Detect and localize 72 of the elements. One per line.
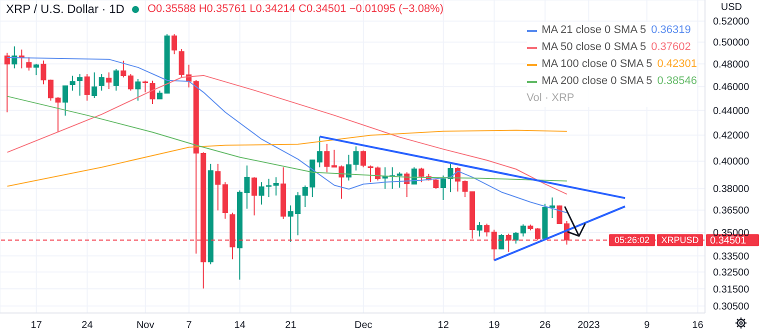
candlestick <box>128 74 134 92</box>
annotation: 05:26:02 <box>614 235 650 246</box>
candlestick <box>135 78 141 102</box>
y-tick-label: 0.52000 <box>713 16 750 28</box>
candlestick <box>4 52 10 113</box>
x-tick-label: 2023 <box>578 320 600 331</box>
y-tick-label: 0.44000 <box>713 106 750 117</box>
candlestick <box>62 85 68 116</box>
x-tick-label: 7 <box>186 320 192 331</box>
x-tick-label: 12 <box>438 320 450 331</box>
x-tick-label: 17 <box>30 320 42 331</box>
candlestick <box>12 46 18 69</box>
legend-label: MA 21 close 0 SMA 5 <box>542 23 646 38</box>
candlestick <box>513 232 519 244</box>
candlestick <box>120 60 126 78</box>
candlestick <box>215 163 221 211</box>
annotation: 0.42301 <box>657 57 697 72</box>
candlestick <box>77 74 83 96</box>
y-tick-label: 0.46000 <box>713 82 750 94</box>
candlestick <box>251 176 257 216</box>
candlestick <box>484 223 490 237</box>
x-tick-label: Nov <box>136 320 154 331</box>
legend-label: MA 200 close 0 SMA 5 <box>542 74 652 89</box>
x-tick-label: Dec <box>354 320 372 331</box>
candlestick <box>476 222 482 237</box>
y-tick-label: 0.33500 <box>713 251 750 262</box>
candlestick <box>26 56 32 72</box>
y-tick-label: 0.48000 <box>713 59 750 70</box>
candlestick <box>396 172 402 188</box>
chart-subtitle: O0.35588 H0.35761 L0.34214 C0.34501 −0.01095 (−3.08%) <box>147 3 444 15</box>
x-tick-label: 26 <box>540 320 552 331</box>
candlestick <box>33 63 39 76</box>
candlestick <box>84 74 90 102</box>
x-tick-label: 16 <box>692 320 704 331</box>
y-tick-label: 0.31500 <box>713 284 750 296</box>
candlestick <box>172 34 178 55</box>
candlestick <box>142 80 148 93</box>
y-tick-label: 0.38000 <box>713 184 750 196</box>
annotation: 0.37602 <box>651 40 691 55</box>
candlestick <box>549 197 555 219</box>
ref-line-label: XRPUSD <box>661 235 700 246</box>
x-tick-label: 14 <box>234 320 246 331</box>
line-series <box>6 130 568 187</box>
candlestick <box>382 166 388 190</box>
candlestick <box>418 167 424 183</box>
y-tick-label: 0.42000 <box>713 130 750 142</box>
candlestick <box>498 234 504 250</box>
candlestick <box>113 68 119 92</box>
y-tick-label: 0.36500 <box>713 206 750 217</box>
candlestick <box>70 75 76 92</box>
y-tick-label: 0.32500 <box>713 268 750 279</box>
candlestick <box>150 80 156 105</box>
candlestick <box>360 150 366 168</box>
candlestick <box>520 224 526 237</box>
x-tick-label: 21 <box>285 320 297 331</box>
candlestick <box>98 74 104 92</box>
legend-label: MA 50 close 0 SMA 5 <box>542 40 646 55</box>
candlestick <box>316 136 322 168</box>
legend-label: MA 100 close 0 SMA 5 <box>542 57 652 72</box>
annotation: Vol · XRP <box>526 91 576 106</box>
candlestick <box>92 72 98 98</box>
chart-title: XRP / U.S. Dollar · 1D <box>6 2 124 16</box>
y-tick-label: 0.50000 <box>713 38 750 49</box>
x-tick-label: 9 <box>644 320 650 331</box>
y-axis-title: USD <box>720 2 742 13</box>
y-tick-label: 0.40000 <box>713 156 750 168</box>
x-tick-label: 24 <box>82 320 94 331</box>
candlestick <box>106 72 112 90</box>
x-tick-label: 19 <box>488 320 500 331</box>
y-tick-label: 0.30500 <box>713 302 750 312</box>
annotation: 0.38546 <box>657 74 697 89</box>
annotation: 0.36319 <box>651 23 691 38</box>
